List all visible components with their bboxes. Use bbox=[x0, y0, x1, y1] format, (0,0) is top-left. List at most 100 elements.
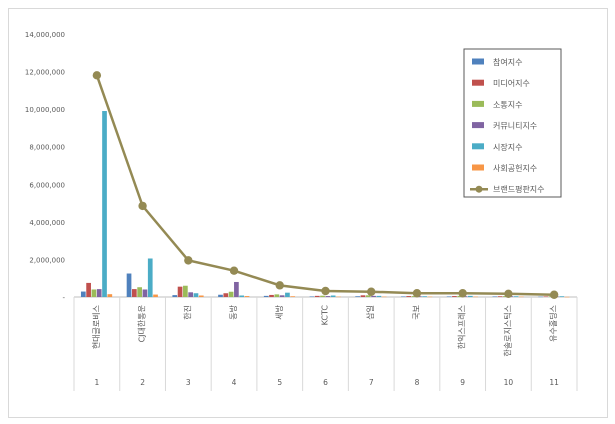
bar bbox=[228, 291, 234, 297]
bar bbox=[137, 287, 142, 297]
chart-frame: - 2,000,000 4,000,000 6,000,000 8,000,000 10,… bbox=[8, 8, 608, 418]
category-label: 삼일 bbox=[365, 305, 375, 320]
bar bbox=[325, 296, 331, 297]
legend-swatch bbox=[472, 79, 484, 86]
bar bbox=[314, 295, 320, 297]
bar bbox=[538, 296, 543, 298]
legend-swatch bbox=[472, 58, 484, 65]
bar bbox=[131, 289, 137, 297]
bar bbox=[188, 292, 194, 297]
bar bbox=[309, 296, 315, 297]
category-number: 11 bbox=[549, 378, 559, 387]
bar bbox=[427, 296, 433, 298]
bar bbox=[330, 295, 336, 297]
y-tick-label: 14,000,000 bbox=[25, 31, 65, 39]
bar bbox=[320, 295, 325, 297]
line-point bbox=[184, 256, 193, 265]
y-tick-label: 4,000,000 bbox=[29, 219, 65, 227]
line-point bbox=[138, 201, 147, 211]
bar bbox=[96, 289, 102, 297]
legend-label: 참여지수 bbox=[493, 57, 522, 67]
bar bbox=[126, 273, 132, 297]
category-label: 국보 bbox=[412, 305, 421, 320]
category-label: 세방 bbox=[274, 304, 284, 319]
category-label: 한솔로지스틱스 bbox=[502, 305, 512, 357]
bar bbox=[91, 289, 97, 297]
category-label: 현대글로비스 bbox=[92, 305, 101, 349]
category-number: 3 bbox=[186, 378, 191, 387]
bar bbox=[147, 258, 153, 297]
line-point bbox=[275, 281, 284, 290]
bar bbox=[223, 293, 229, 297]
bar bbox=[198, 295, 204, 297]
legend-label: 소통지수 bbox=[493, 100, 522, 109]
bar bbox=[355, 296, 361, 297]
bar bbox=[336, 296, 341, 298]
bar bbox=[422, 296, 427, 297]
bar bbox=[263, 295, 269, 297]
chart: - 2,000,000 4,000,000 6,000,000 8,000,000 10,… bbox=[25, 31, 578, 391]
bar bbox=[274, 294, 280, 297]
line-point bbox=[458, 289, 467, 298]
bar bbox=[239, 295, 245, 297]
legend-label: 사회공헌지수 bbox=[493, 164, 537, 173]
bar bbox=[457, 295, 463, 297]
legend-label: 브랜드평판지수 bbox=[493, 184, 545, 194]
bar bbox=[218, 294, 223, 297]
category-number: 8 bbox=[415, 378, 420, 387]
y-tick-label: 6,000,000 bbox=[29, 181, 65, 189]
category-label: 동방 bbox=[228, 304, 238, 319]
bar bbox=[564, 296, 570, 298]
legend-swatch bbox=[472, 143, 484, 150]
bar bbox=[519, 296, 524, 298]
category-number: 5 bbox=[277, 378, 282, 387]
bar bbox=[102, 111, 107, 298]
bar bbox=[153, 294, 158, 297]
line-point bbox=[412, 289, 422, 298]
line-point bbox=[504, 289, 513, 299]
line-point bbox=[321, 286, 330, 296]
bar bbox=[473, 296, 478, 298]
y-tick-label: 8,000,000 bbox=[29, 144, 65, 152]
legend-label: 시장지수 bbox=[493, 142, 522, 152]
bar bbox=[142, 289, 148, 297]
bar bbox=[401, 296, 406, 297]
legend-label: 커뮤니티지수 bbox=[493, 121, 537, 131]
category-label: 한진 bbox=[182, 305, 192, 320]
line-point bbox=[92, 71, 102, 80]
bar bbox=[269, 294, 274, 297]
legend-marker bbox=[475, 185, 483, 193]
category-number: 7 bbox=[369, 378, 374, 387]
category-number: 4 bbox=[232, 378, 237, 387]
category-number: 1 bbox=[94, 378, 99, 387]
bar bbox=[406, 296, 412, 297]
bar bbox=[381, 296, 387, 298]
legend-swatch bbox=[472, 164, 484, 171]
category-label: CJ대한통운 bbox=[138, 305, 147, 342]
line-point bbox=[549, 290, 559, 299]
bar bbox=[371, 295, 376, 297]
bar bbox=[183, 285, 188, 297]
bar bbox=[559, 296, 565, 297]
bar bbox=[193, 293, 199, 297]
bar bbox=[376, 295, 382, 297]
category-label: 한익스프레스 bbox=[457, 305, 467, 349]
bar bbox=[86, 282, 91, 297]
y-tick-label: 2,000,000 bbox=[29, 256, 65, 264]
y-tick-label: 12,000,000 bbox=[25, 69, 65, 77]
bar bbox=[172, 295, 178, 297]
bar bbox=[80, 291, 86, 297]
bar bbox=[107, 294, 113, 297]
y-tick-label: - bbox=[62, 294, 65, 302]
bar bbox=[492, 296, 498, 297]
bar bbox=[279, 295, 285, 297]
legend-label: 미디어지수 bbox=[493, 78, 530, 88]
legend-swatch bbox=[472, 122, 484, 129]
y-tick-label: 10,000,000 bbox=[25, 106, 65, 114]
legend-swatch bbox=[472, 100, 484, 107]
bar bbox=[177, 286, 183, 297]
category-number: 6 bbox=[323, 378, 328, 387]
bar bbox=[411, 296, 417, 297]
bar bbox=[290, 296, 296, 297]
category-number: 10 bbox=[504, 378, 514, 387]
